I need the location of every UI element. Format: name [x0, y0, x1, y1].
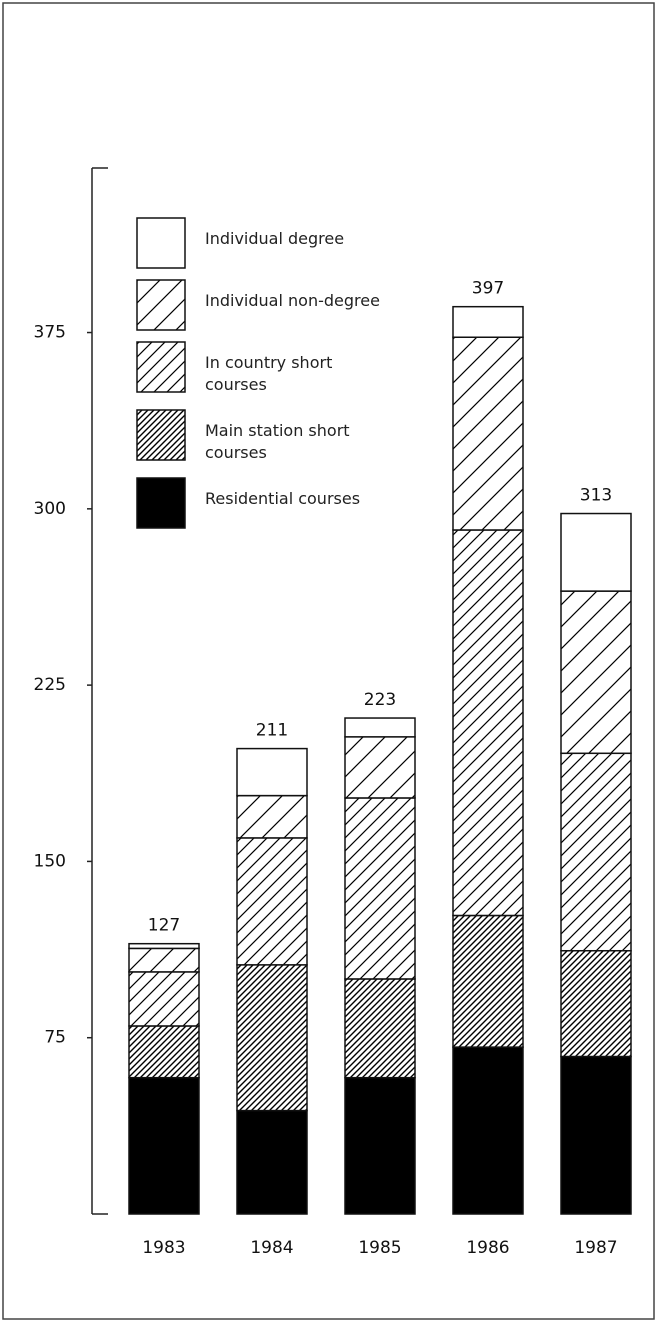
- bar-segment: [128, 942, 200, 950]
- bar-segment: [560, 752, 632, 952]
- bar-segment: [128, 971, 200, 1027]
- legend-swatch: [136, 279, 186, 331]
- bar-segment: [560, 949, 632, 1058]
- y-tick-label: 225: [34, 675, 66, 695]
- bar-segment: [452, 336, 524, 531]
- x-tick-label: 1986: [466, 1238, 509, 1258]
- bar-segment: [128, 1025, 200, 1079]
- bar-segment: [452, 305, 524, 338]
- x-tick-label: 1984: [250, 1238, 293, 1258]
- bar-segment: [236, 837, 308, 966]
- total-label: 223: [364, 690, 396, 710]
- bar-segment: [236, 747, 308, 797]
- total-label: 211: [256, 721, 288, 741]
- legend-swatch: [136, 477, 186, 529]
- y-tick-label: 150: [34, 851, 66, 871]
- bar-segment: [452, 914, 524, 1048]
- legend-label: Main station short courses: [205, 421, 350, 462]
- x-tick-label: 1985: [358, 1238, 401, 1258]
- bar-segment: [128, 947, 200, 973]
- bar-segment: [452, 1046, 524, 1215]
- bar-segment: [344, 1076, 416, 1215]
- legend-label: In country short courses: [205, 353, 333, 394]
- y-tick-label: 300: [34, 499, 66, 519]
- x-tick-label: 1987: [574, 1238, 617, 1258]
- bar-segment: [236, 1109, 308, 1215]
- legend-swatch: [136, 341, 186, 393]
- legend-label: Individual degree: [205, 229, 345, 248]
- bar-segment: [236, 964, 308, 1112]
- bar-segment: [560, 1055, 632, 1215]
- bar-segment: [344, 717, 416, 738]
- bar-segment: [344, 736, 416, 799]
- bar-segment: [236, 794, 308, 839]
- bar-segment: [560, 512, 632, 592]
- total-label: 397: [472, 279, 504, 299]
- total-label: 127: [148, 916, 180, 936]
- bar-segment: [344, 797, 416, 980]
- y-tick-label: 75: [44, 1028, 66, 1048]
- legend-label: Individual non-degree: [205, 291, 380, 310]
- legend-swatch: [136, 217, 186, 269]
- bar-segment: [344, 978, 416, 1079]
- bar-segment: [128, 1076, 200, 1215]
- total-label: 313: [580, 486, 612, 506]
- bar-segment: [560, 590, 632, 755]
- bar-segment: [452, 529, 524, 917]
- x-tick-label: 1983: [142, 1238, 185, 1258]
- y-tick-label: 375: [34, 323, 66, 343]
- legend-label: Residential courses: [205, 489, 361, 508]
- legend-swatch: [136, 409, 186, 461]
